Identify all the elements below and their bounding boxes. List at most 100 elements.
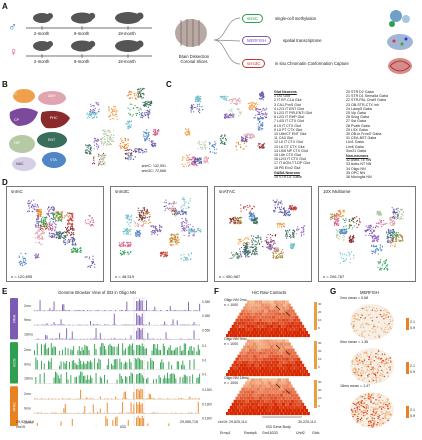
track-bar <box>35 377 37 384</box>
umap-point <box>248 102 250 104</box>
track-bar <box>85 345 87 356</box>
umap-point <box>249 106 251 108</box>
umap-point <box>130 156 132 158</box>
umap-point <box>109 138 111 141</box>
umap-point <box>169 209 172 211</box>
umap-point <box>128 230 131 232</box>
track-bar <box>90 360 91 370</box>
umap-point <box>114 108 116 110</box>
umap-point <box>136 223 138 225</box>
umap-point <box>102 158 104 160</box>
umap-point <box>339 229 341 231</box>
track-bar <box>196 324 198 326</box>
extra-2: Sox21 Gaba <box>346 148 366 153</box>
track-bar <box>77 350 79 356</box>
umap-point <box>89 221 92 223</box>
umap-point <box>221 135 223 137</box>
umap-point <box>68 219 70 221</box>
umap-point <box>237 238 239 240</box>
umap-point <box>63 235 65 237</box>
umap-point <box>343 210 345 212</box>
umap-point <box>391 239 393 241</box>
umap-point <box>184 128 187 130</box>
umap-point <box>273 255 275 257</box>
track-bar <box>183 374 185 384</box>
umap-point <box>254 246 256 248</box>
umap-point <box>69 227 72 229</box>
umap-point <box>72 236 74 238</box>
track-bar <box>81 347 83 356</box>
region-label-cp: CP <box>14 118 19 122</box>
umap-point <box>131 214 133 216</box>
track-bar <box>129 324 131 326</box>
umap-point <box>36 204 39 206</box>
track-bar <box>43 310 45 311</box>
umap-point <box>159 225 161 227</box>
umap-point <box>209 148 211 150</box>
umap-point <box>358 218 361 220</box>
umap-point <box>399 211 401 213</box>
track-bar <box>139 315 140 326</box>
umap-point <box>66 212 69 214</box>
umap-point <box>43 232 45 235</box>
umap-point <box>270 240 272 242</box>
umap-point <box>54 219 56 221</box>
umap-point <box>38 206 40 208</box>
umap-point <box>94 141 96 143</box>
timepoint-18mo-male: 18-month <box>118 31 136 36</box>
umap-point <box>128 218 130 220</box>
track-bar <box>50 310 52 311</box>
umap-point <box>129 113 131 115</box>
umap-point <box>54 223 57 225</box>
umap-point <box>257 145 259 147</box>
umap-point <box>377 253 379 255</box>
track-bar <box>35 357 37 370</box>
umap-point <box>172 213 174 215</box>
umap-point <box>120 245 122 247</box>
umap-point <box>135 233 137 235</box>
umap-point <box>127 251 129 253</box>
umap-point <box>44 220 47 222</box>
track-bar <box>130 372 132 384</box>
glut-item: 8 L5 IT CTX Glut <box>274 123 301 128</box>
umap-point <box>205 156 207 158</box>
umap-point <box>137 91 139 93</box>
umap-point <box>152 133 154 136</box>
umap-point <box>383 268 385 270</box>
track-bar <box>116 358 118 370</box>
umap-point <box>141 219 143 221</box>
umap-point <box>242 243 244 245</box>
umap-point <box>370 234 372 237</box>
umap-point <box>85 144 87 146</box>
umap-point <box>251 136 253 138</box>
umap-point <box>397 209 399 211</box>
umap-point <box>38 221 40 223</box>
track-bar <box>139 328 140 340</box>
track-bar <box>192 324 194 326</box>
umap-point <box>247 245 249 247</box>
track-label: 2mo <box>24 348 31 352</box>
umap-point <box>181 198 183 200</box>
umap-point <box>208 142 210 144</box>
umap-point <box>129 103 131 105</box>
umap-point <box>134 149 136 151</box>
umap-point <box>160 255 162 257</box>
umap-point <box>251 107 253 109</box>
umap-point <box>141 215 143 217</box>
umap-point <box>44 226 46 228</box>
umap-point <box>275 250 277 252</box>
umap-point <box>286 234 288 236</box>
track-bar <box>126 338 128 340</box>
umap-point <box>87 115 89 117</box>
umap-point <box>144 104 146 106</box>
umap-point <box>283 214 285 217</box>
umap-point <box>59 233 61 235</box>
umap-point <box>175 242 177 244</box>
track-bar <box>129 344 131 356</box>
umap-point <box>92 219 95 221</box>
umap-point <box>246 205 248 207</box>
umap-point <box>97 139 100 141</box>
umap-by-celltype <box>181 91 268 168</box>
umap-point <box>104 154 106 156</box>
umap-point <box>126 123 128 125</box>
